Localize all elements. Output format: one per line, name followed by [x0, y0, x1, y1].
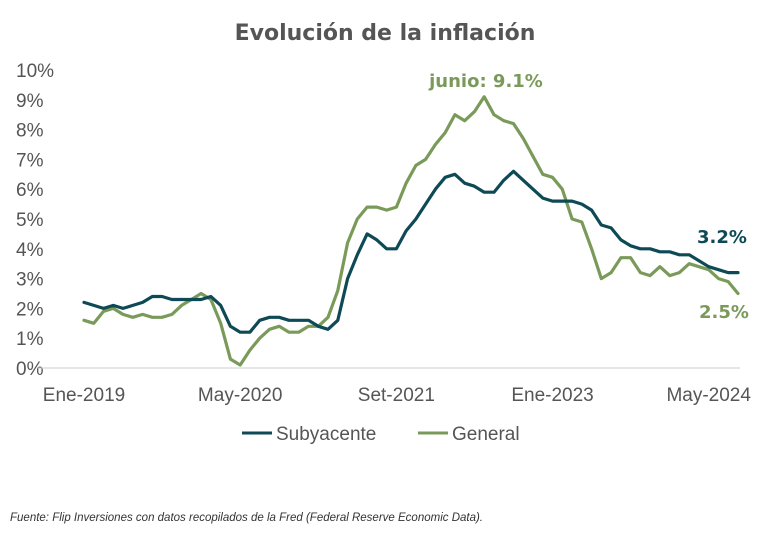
x-axis-ticks: Ene-2019 May-2020 Set-2021 Ene-2023 May-2024 — [43, 385, 752, 406]
series-line-subyacente — [82, 169, 740, 334]
x-tick-label: May-2024 — [666, 385, 751, 406]
annotation-peak: junio: 9.1% — [428, 71, 543, 92]
series-lines — [82, 95, 740, 367]
y-tick-label: 3% — [16, 270, 44, 291]
source-note: Fuente: Flip Inversiones con datos recop… — [10, 512, 484, 524]
y-tick-label: 4% — [16, 240, 44, 261]
y-tick-label: 1% — [16, 329, 44, 350]
y-tick-label: 2% — [16, 299, 44, 320]
annotation-core-last: 3.2% — [697, 227, 747, 248]
x-tick-label: Ene-2023 — [511, 385, 593, 406]
x-tick-label: Ene-2019 — [43, 385, 125, 406]
x-tick-label: May-2020 — [198, 385, 283, 406]
legend-label-subyacente: Subyacente — [276, 424, 376, 445]
y-tick-label: 10% — [16, 61, 54, 82]
y-tick-label: 9% — [16, 91, 44, 112]
annotation-general-last: 2.5% — [699, 302, 749, 323]
y-tick-label: 0% — [16, 359, 44, 380]
y-axis-ticks: 0% 1% 2% 3% 4% 5% 6% 7% 8% 9% 10% — [16, 61, 54, 380]
chart-title: Evolución de la inflación — [235, 21, 536, 46]
y-tick-label: 6% — [16, 180, 44, 201]
legend-label-general: General — [452, 424, 520, 445]
series-line-general — [82, 95, 740, 367]
y-tick-label: 8% — [16, 121, 44, 142]
legend: Subyacente General — [242, 424, 520, 445]
y-tick-label: 5% — [16, 210, 44, 231]
y-tick-label: 7% — [16, 150, 44, 171]
x-tick-label: Set-2021 — [358, 385, 435, 406]
